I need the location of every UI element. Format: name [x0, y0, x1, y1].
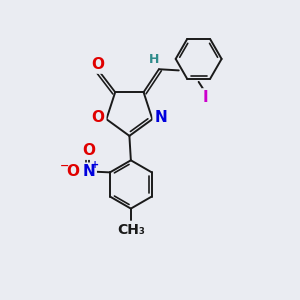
Text: O: O [67, 164, 80, 179]
Text: CH₃: CH₃ [117, 223, 145, 237]
Text: H: H [149, 53, 160, 66]
Text: O: O [82, 143, 95, 158]
Text: N: N [82, 164, 95, 179]
Text: −: − [60, 161, 69, 171]
Text: O: O [92, 110, 105, 125]
Text: O: O [91, 57, 104, 72]
Text: N: N [154, 110, 167, 125]
Text: +: + [91, 160, 99, 170]
Text: I: I [202, 90, 208, 105]
